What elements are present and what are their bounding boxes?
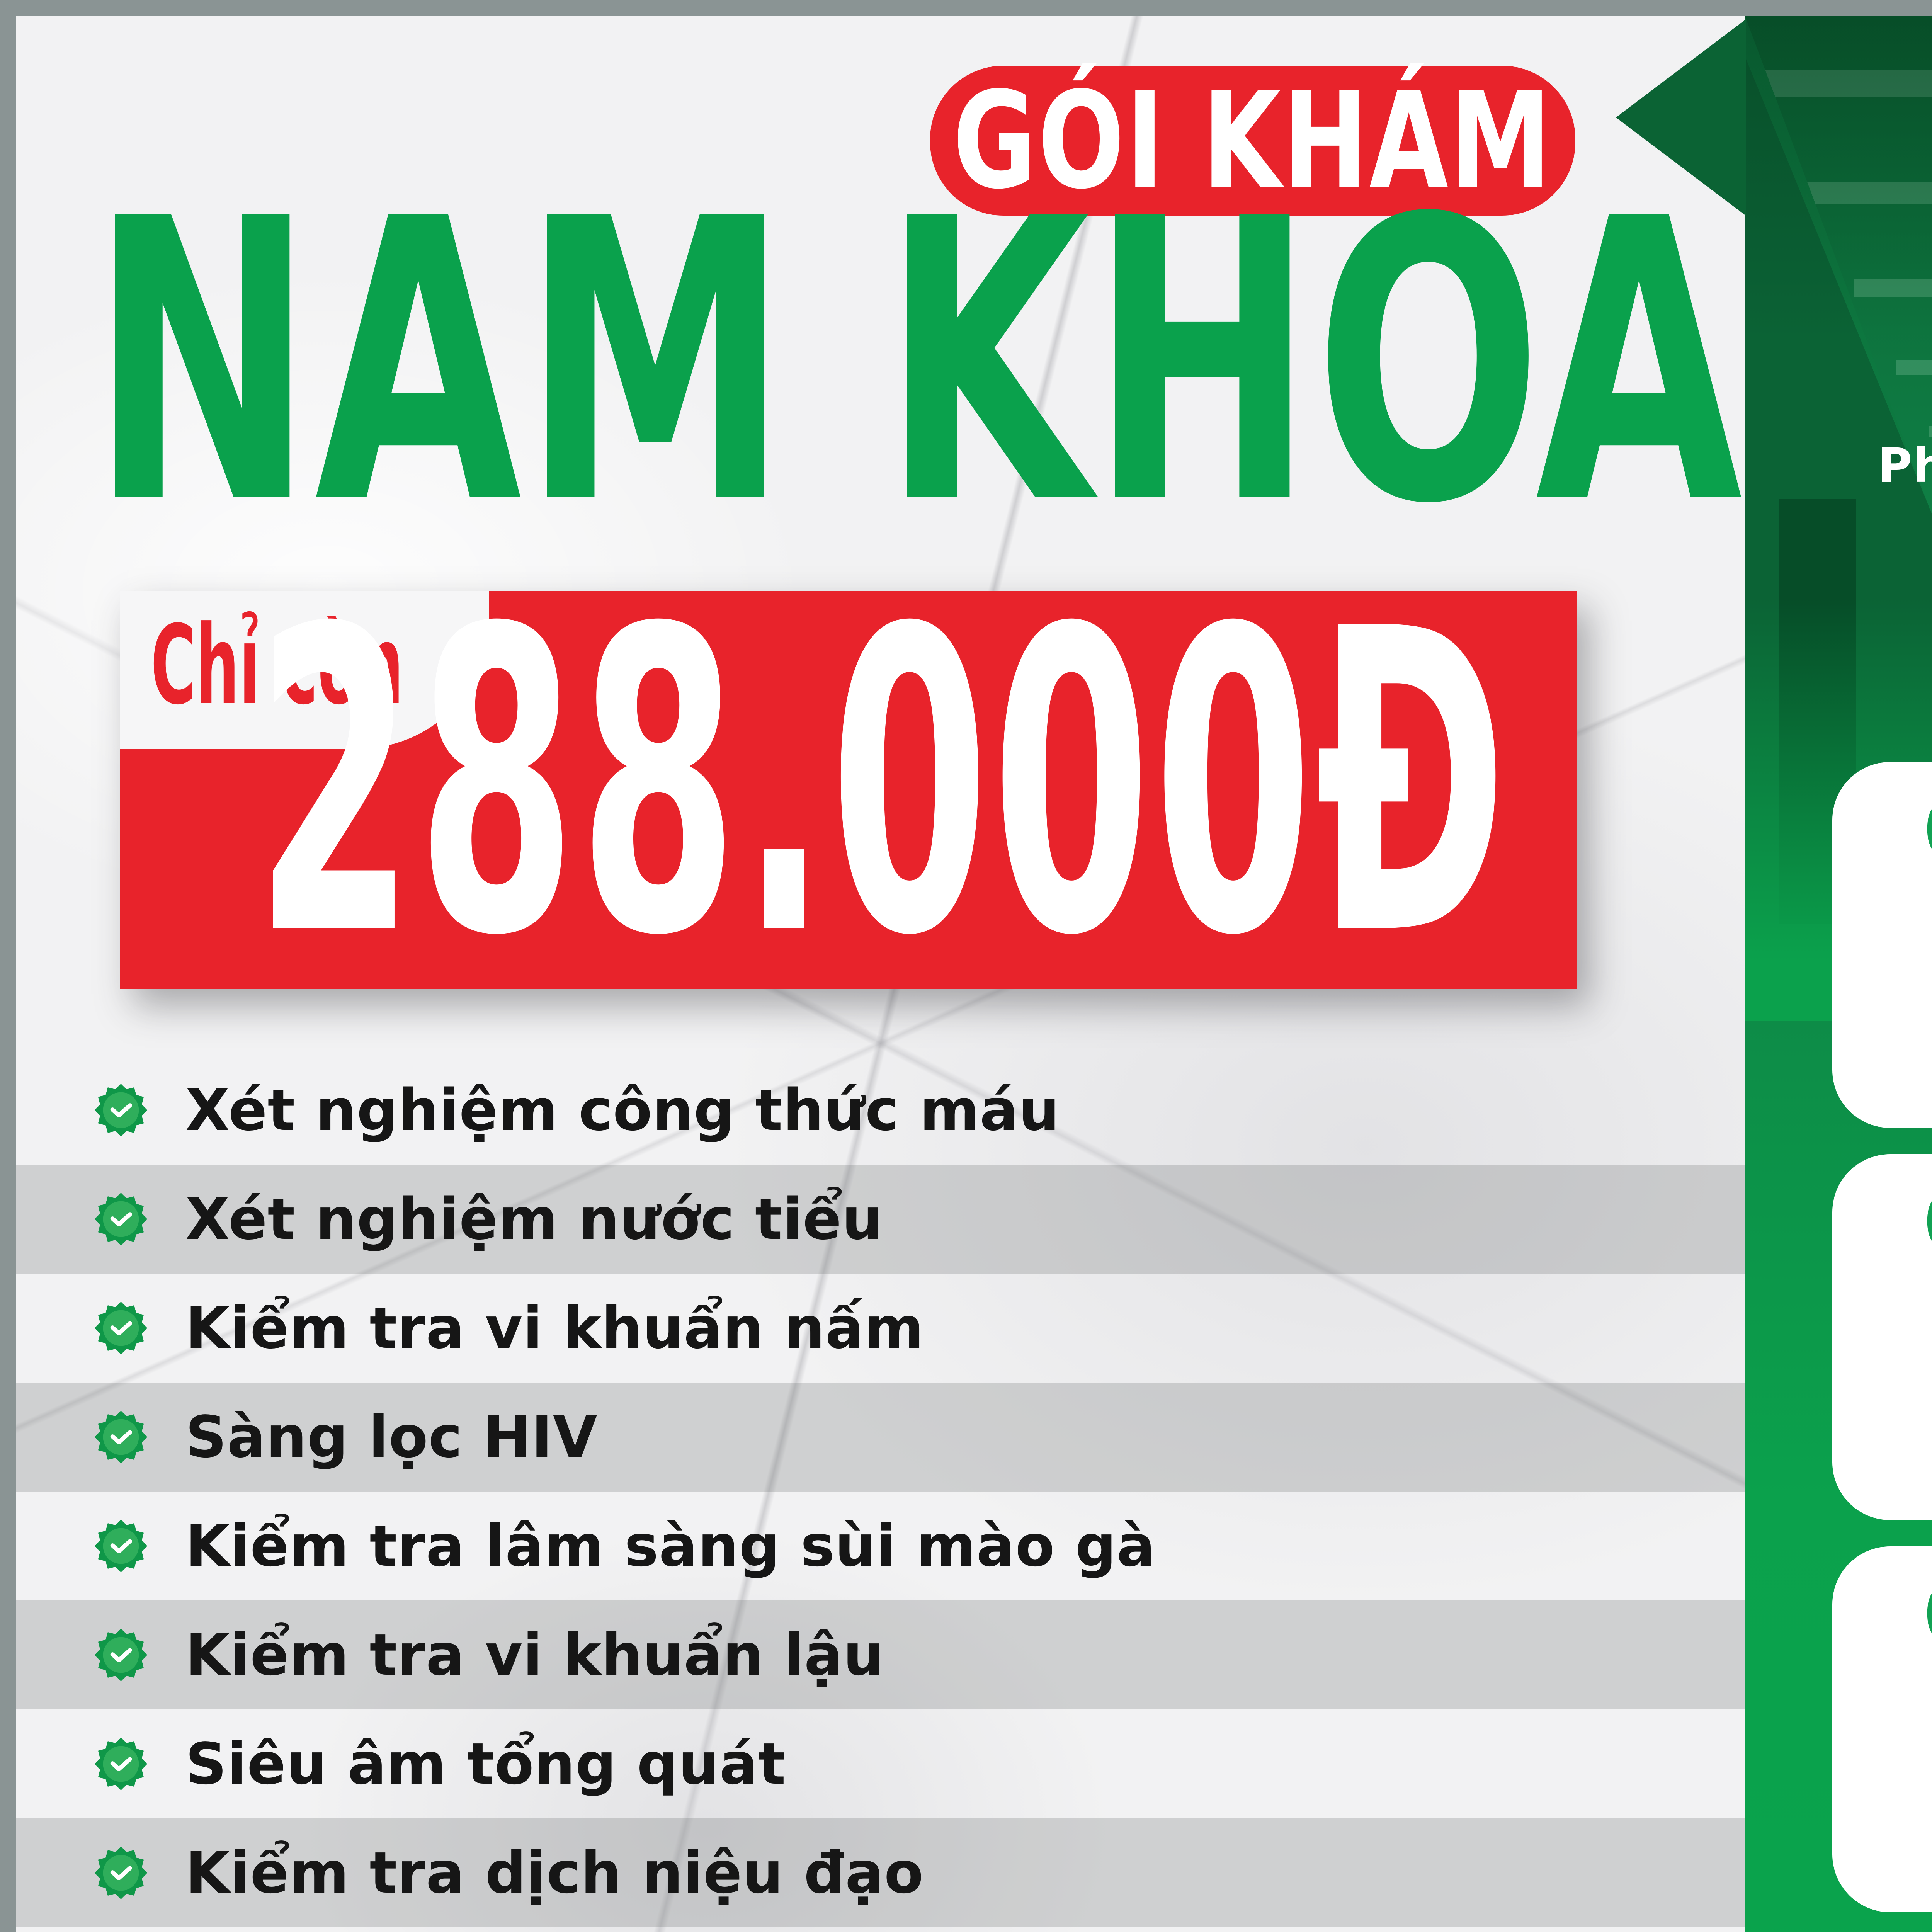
offer-title: CHI PHÍ KIỂM TRA GIẢM bbox=[1925, 1571, 1932, 1658]
offer-card: CHI PHÍ ĐIỀU TRỊ GIẢM 30 % bbox=[1832, 1154, 1932, 1520]
price-label: Chỉ còn bbox=[151, 602, 403, 729]
service-item-label: Kiểm tra lâm sàng sùi mào gà bbox=[185, 1513, 1156, 1579]
check-badge-icon bbox=[94, 1846, 148, 1900]
offer-card: CHI PHÍ THỦ THUẬT GIẢM 50 % bbox=[1832, 762, 1932, 1128]
service-item-label: Xét nghiệm công thức máu bbox=[185, 1077, 1060, 1143]
check-badge-icon bbox=[94, 1519, 148, 1573]
check-badge-icon bbox=[94, 1410, 148, 1464]
service-item: Sàng lọc HIV bbox=[16, 1383, 1745, 1492]
service-item: Kiểm tra lâm sàng sùi mào gà bbox=[16, 1492, 1745, 1600]
package-badge: GÓI KHÁM bbox=[930, 63, 1575, 218]
service-item: Kiểm tra vi khuẩn nấm bbox=[16, 1274, 1745, 1383]
offer-title: CHI PHÍ THỦ THUẬT GIẢM bbox=[1925, 787, 1932, 874]
offer-title: CHI PHÍ ĐIỀU TRỊ GIẢM bbox=[1925, 1179, 1932, 1266]
check-badge-icon bbox=[94, 1737, 148, 1791]
check-badge-icon bbox=[94, 1083, 148, 1137]
service-list: Xét nghiệm công thức máu Xét nghiệm nước… bbox=[16, 1056, 1745, 1932]
service-item-label: Xét nghiệm nước tiểu bbox=[185, 1186, 883, 1252]
clinic-subtitle: Phòng khám đa khoa bbox=[1878, 438, 1932, 493]
price-banner: Chỉ còn 288.000Đ bbox=[120, 576, 1577, 993]
service-item-label: Siêu âm tổng quát bbox=[185, 1731, 786, 1797]
clinic-name: ĐÀ LẠT bbox=[1745, 497, 1932, 587]
service-item: Tư vấn lâm sàng với bác sỹ chuyên khoa bbox=[16, 1927, 1745, 1932]
service-item-label: Kiểm tra vi khuẩn lậu bbox=[185, 1622, 884, 1688]
package-badge-label: GÓI KHÁM bbox=[953, 63, 1553, 218]
service-item-label: Kiểm tra vi khuẩn nấm bbox=[185, 1295, 924, 1361]
poster-inner: GÓI KHÁM NAM KHOA Chỉ còn 288.000Đ Xét n… bbox=[16, 16, 1932, 1932]
offer-card: CHI PHÍ KIỂM TRA GIẢM 30 % bbox=[1832, 1546, 1932, 1912]
offer-amount: 30 % bbox=[1866, 1629, 1932, 1913]
green-panel: Phòng khám đa khoa ĐÀ LẠT CHI PHÍ THỦ TH… bbox=[1745, 16, 1932, 1932]
offer-amount: 30 % bbox=[1866, 1237, 1932, 1521]
service-item: Xét nghiệm nước tiểu bbox=[16, 1165, 1745, 1274]
check-badge-icon bbox=[94, 1192, 148, 1246]
service-item: Xét nghiệm công thức máu bbox=[16, 1056, 1745, 1165]
service-item: Kiểm tra dịch niệu đạo bbox=[16, 1818, 1745, 1927]
service-item: Siêu âm tổng quát bbox=[16, 1709, 1745, 1818]
service-item-label: Sàng lọc HIV bbox=[185, 1404, 598, 1470]
price-value: 288.000Đ bbox=[255, 541, 1510, 1027]
service-item: Kiểm tra vi khuẩn lậu bbox=[16, 1600, 1745, 1709]
check-badge-icon bbox=[94, 1628, 148, 1682]
check-badge-icon bbox=[94, 1301, 148, 1355]
price-label-tab: Chỉ còn bbox=[120, 591, 489, 749]
offer-amount: 50 % bbox=[1866, 845, 1932, 1129]
service-item-label: Kiểm tra dịch niệu đạo bbox=[185, 1840, 924, 1906]
poster-title: NAM KHOA bbox=[90, 138, 1743, 589]
